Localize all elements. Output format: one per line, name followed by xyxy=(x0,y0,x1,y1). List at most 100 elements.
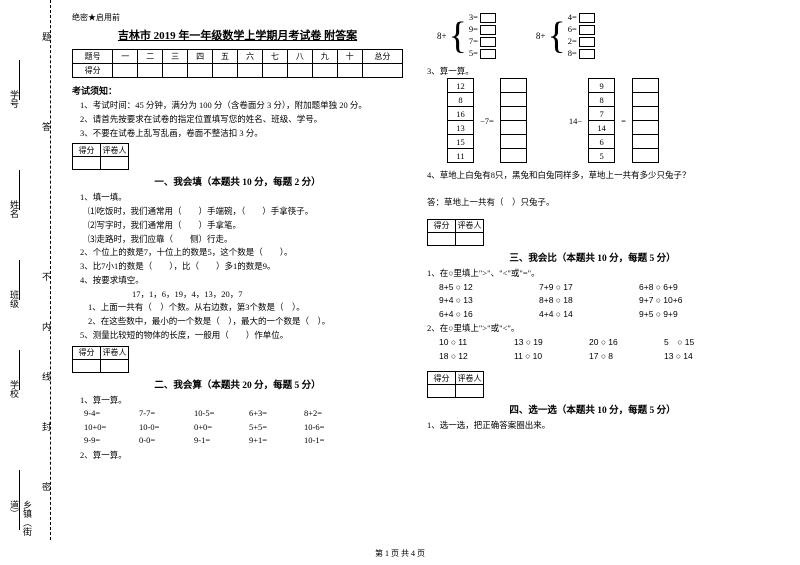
compare-row: 6+4 ○ 164+4 ○ 149+5 ○ 9+9 xyxy=(439,308,758,322)
cell: 总分 xyxy=(362,50,402,64)
binding-underline xyxy=(19,470,20,530)
q: ⑶走路时，我们应靠（ 侧）行走。 xyxy=(88,233,403,246)
cell: 评卷人 xyxy=(456,372,484,385)
brace-group-1: 8+ { 3= 9= 7= 5= xyxy=(437,12,496,60)
brace-group-2: 8+ { 4= 6= 2= 8= xyxy=(536,12,595,60)
binding-underline xyxy=(19,60,20,100)
brace-icon: { xyxy=(449,17,467,55)
stack-calc-row: 12 8 16 13 15 11 −7= 14− 9 8 7 14 6 5 = xyxy=(447,78,758,163)
compare-row: 18 ○ 1211 ○ 1017 ○ 813 ○ 14 xyxy=(439,350,758,364)
q: 1、上面一共有（ ）个数。从右边数，第3个数是（ ）。 xyxy=(88,301,403,314)
binding-underline xyxy=(19,350,20,390)
q: 1、选一选，把正确答案圈出来。 xyxy=(427,419,758,432)
instruction: 2、请首先按要求在试卷的指定位置填写您的姓名、班级、学号。 xyxy=(80,113,403,126)
grader-table: 得分评卷人 xyxy=(427,219,484,246)
answer-box xyxy=(480,25,496,35)
instructions-heading: 考试须知： xyxy=(72,84,403,97)
prefix: 8+ xyxy=(536,31,546,41)
seal-char: 封 xyxy=(42,420,51,433)
right-column: 8+ { 3= 9= 7= 5= 8+ { 4= 6= 2= 8= xyxy=(415,12,770,540)
cell: 得分 xyxy=(428,372,456,385)
answer-box xyxy=(579,25,595,35)
q: ⑵写字时，我们通常用（ ）手拿笔。 xyxy=(88,219,403,232)
compare-row: 8+5 ○ 127+9 ○ 176+8 ○ 6+9 xyxy=(439,281,758,295)
cell: 九 xyxy=(312,50,337,64)
q: 2、在○里填上">"或"<"。 xyxy=(427,322,758,335)
cell: 七 xyxy=(262,50,287,64)
instruction: 1、考试时间：45 分钟，满分为 100 分（含卷面分 3 分），附加题单独 2… xyxy=(80,99,403,112)
cell: 得分 xyxy=(73,346,101,359)
number-stack: 9 8 7 14 6 5 xyxy=(588,78,615,163)
cell: 八 xyxy=(287,50,312,64)
cell: 二 xyxy=(138,50,163,64)
score-value-row: 得分 xyxy=(73,64,403,78)
answer-box xyxy=(579,37,595,47)
q: 1、填一填。 xyxy=(80,191,403,204)
seal-char: 线 xyxy=(42,370,51,383)
seal-char: 密 xyxy=(42,480,51,493)
prefix: 8+ xyxy=(437,31,447,41)
q: 5、测量比较短的物体的长度，一般用（ ）作单位。 xyxy=(80,329,403,342)
cell: 评卷人 xyxy=(456,219,484,232)
calc-row: 9-9=0-0=9-1=9+1=10-1= xyxy=(84,434,403,448)
answer-line: 答：草地上一共有（ ）只兔子。 xyxy=(427,196,758,209)
cell: 十 xyxy=(337,50,362,64)
cell: 四 xyxy=(188,50,213,64)
section-2-title: 二、我会算（本题共 20 分，每题 5 分） xyxy=(72,377,403,391)
answer-box xyxy=(579,49,595,59)
op: 14− xyxy=(569,116,582,126)
cell: 评卷人 xyxy=(101,144,129,157)
q: 1、在○里填上">"、"<"或"="。 xyxy=(427,267,758,280)
cell: 得分 xyxy=(73,144,101,157)
q: 3、算一算。 xyxy=(427,65,758,78)
binding-underline xyxy=(19,170,20,210)
section-3-title: 三、我会比（本题共 10 分，每题 5 分） xyxy=(427,250,758,264)
score-header-row: 题号 一 二 三 四 五 六 七 八 九 十 总分 xyxy=(73,50,403,64)
secret-note: 绝密★启用前 xyxy=(72,12,403,23)
q: 2、在这些数中，最小的一个数是（ ），最大的一个数是（ ）。 xyxy=(88,315,403,328)
seal-char: 答 xyxy=(42,120,51,133)
cell: 评卷人 xyxy=(101,346,129,359)
answer-box xyxy=(480,49,496,59)
cell: 六 xyxy=(237,50,262,64)
cell: 得分 xyxy=(73,64,113,78)
compare-row: 9+4 ○ 138+8 ○ 189+7 ○ 10+6 xyxy=(439,294,758,308)
q: 2、个位上的数是7，十位上的数是5，这个数是（ ）。 xyxy=(80,246,403,259)
grader-table: 得分评卷人 xyxy=(72,346,129,373)
eq-stack: 3= 9= 7= 5= xyxy=(469,12,496,60)
cell: 得分 xyxy=(428,219,456,232)
binding-margin: 乡镇（街道） 学校 班级 姓名 学号 密 封 线 内 不 答 题 xyxy=(0,0,55,540)
q: 17，1，6，19，4，13，20，7 xyxy=(132,288,403,301)
q: 1、算一算。 xyxy=(80,394,403,407)
binding-label: 乡镇（街道） xyxy=(8,500,34,540)
cell: 五 xyxy=(213,50,238,64)
grader-table: 得分评卷人 xyxy=(427,371,484,398)
calc-row: 10+0=10-0=0+0=5+5=10-6= xyxy=(84,421,403,435)
eq-stack: 4= 6= 2= 8= xyxy=(568,12,595,60)
number-stack: 12 8 16 13 15 11 xyxy=(447,78,474,163)
calc-row: 9-4=7-7=10-5=6+3=8+2= xyxy=(84,407,403,421)
seal-char: 题 xyxy=(42,30,51,43)
q: 4、按要求填空。 xyxy=(80,274,403,287)
section-1-title: 一、我会填（本题共 10 分，每题 2 分） xyxy=(72,174,403,188)
q: 4、草地上白兔有8只，黑兔和白兔同样多，草地上一共有多少只兔子？ xyxy=(427,169,758,182)
score-table: 题号 一 二 三 四 五 六 七 八 九 十 总分 得分 xyxy=(72,49,403,78)
q: ⑴吃饭时，我们通常用（ ）手端碗，（ ）手拿筷子。 xyxy=(88,205,403,218)
q: 2、算一算。 xyxy=(80,449,403,462)
brace-icon: { xyxy=(547,17,565,55)
seal-char: 内 xyxy=(42,320,51,333)
section-4-title: 四、选一选（本题共 10 分，每题 5 分） xyxy=(427,402,758,416)
exam-title: 吉林市 2019 年一年级数学上学期月考试卷 附答案 xyxy=(72,27,403,43)
answer-box xyxy=(480,13,496,23)
page-footer: 第 1 页 共 4 页 xyxy=(0,548,800,559)
answer-box xyxy=(579,13,595,23)
number-stack xyxy=(632,78,659,163)
answer-box xyxy=(480,37,496,47)
cell: 三 xyxy=(163,50,188,64)
seal-char: 不 xyxy=(42,270,51,283)
q: 3、比7小1的数是（ ），比（ ）多1的数是9。 xyxy=(80,260,403,273)
left-column: 绝密★启用前 吉林市 2019 年一年级数学上学期月考试卷 附答案 题号 一 二… xyxy=(60,12,415,540)
instruction: 3、不要在试卷上乱写乱画，卷面不整洁扣 3 分。 xyxy=(80,127,403,140)
op: = xyxy=(621,116,626,126)
grader-table: 得分评卷人 xyxy=(72,143,129,170)
